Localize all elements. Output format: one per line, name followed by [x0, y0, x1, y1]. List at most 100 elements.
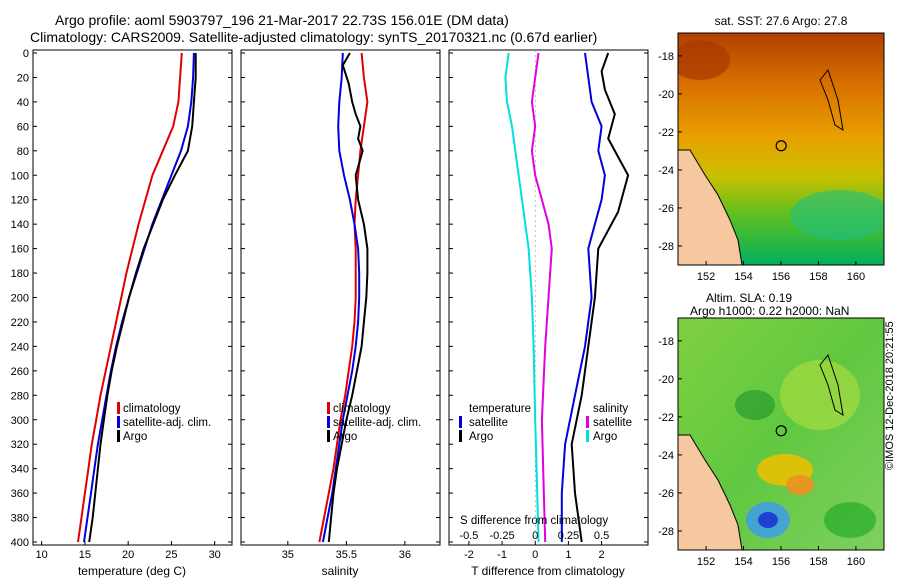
legend-t-satellite: satellite: [469, 417, 508, 429]
series-line-satellite-adj-clim-: [321, 52, 361, 543]
t-difference-xlabel: T difference from climatology: [471, 564, 625, 578]
legend-swatch-argo: [117, 430, 120, 442]
sla-reef-outline: [819, 353, 844, 417]
sla-map-title-line2: Argo h1000: 0.22 h2000: NaN: [690, 304, 849, 318]
map-x-tick-label: 158: [809, 556, 827, 568]
map-y-tick-label: -22: [658, 127, 674, 139]
map-y-tick-label: -22: [658, 412, 674, 424]
depth-tick-label: 300: [11, 415, 29, 427]
sst-reef-outline: [819, 68, 844, 132]
copyright-label: ©IMOS 12-Dec-2018 20:21:55: [884, 321, 896, 470]
legend-climatology-2: climatology: [333, 403, 391, 415]
legend-t-argo: Argo: [469, 431, 493, 443]
legend-satellite-adj-2: satellite-adj. clim.: [333, 417, 421, 429]
legend-argo: Argo: [123, 431, 147, 443]
series-line-t-diff-satellite: [560, 52, 606, 542]
map-y-tick-label: -28: [658, 526, 674, 538]
series-line-climatology: [77, 52, 183, 543]
sla-low-patch: [735, 390, 775, 420]
depth-tick-label: 140: [11, 219, 29, 231]
difference-legend-left: temperature satellite Argo: [459, 403, 531, 443]
depth-tick-label: 180: [11, 268, 29, 280]
sla-high-core: [786, 475, 814, 495]
legend-temperature: temperature: [469, 403, 531, 415]
temperature-panel: 0 20 40 60 80 100 120 140 160 180 200 220 240 260 280 3…: [11, 48, 233, 578]
map-y-tick-label: -20: [658, 374, 674, 386]
sla-very-low-core: [758, 512, 778, 528]
series-line-t-diff-argo: [570, 52, 630, 543]
map-x-tick-label: 154: [734, 271, 752, 283]
depth-tick-label: 320: [11, 439, 29, 451]
sla-mid-patch: [780, 360, 860, 430]
x-tick-label: 25: [165, 549, 177, 561]
legend-satellite-adj: satellite-adj. clim.: [123, 417, 211, 429]
series-line-t-diff-satellite-clim: [530, 52, 553, 543]
temperature-legend: climatology satellite-adj. clim. Argo: [117, 402, 211, 443]
x-tick-label: 10: [36, 549, 48, 561]
sst-cool-patch: [790, 190, 884, 240]
x-tick-label: 35: [282, 549, 294, 561]
x-tick-label: 30: [209, 549, 221, 561]
sst-argo-marker: [775, 140, 787, 152]
depth-tick-label: 360: [11, 488, 29, 500]
s-diff-tick-label: 0.5: [594, 530, 609, 542]
depth-tick-label: 280: [11, 390, 29, 402]
s-difference-xlabel: S difference from climatology: [460, 515, 608, 527]
depth-tick-label: 60: [17, 121, 29, 133]
depth-tick-label: 260: [11, 366, 29, 378]
map-y-tick-label: -26: [658, 488, 674, 500]
depth-tick-label: 220: [11, 317, 29, 329]
salinity-panel: 35 35.5 36 salinity climatology satellite-…: [240, 49, 441, 578]
sst-map: sat. SST: 27.6 Argo: 27.8 -18 -20 -22 -24 -2…: [658, 14, 885, 283]
map-y-tick-label: -26: [658, 203, 674, 215]
legend-swatch-t-satellite: [459, 416, 462, 428]
map-x-tick-label: 156: [772, 271, 790, 283]
depth-tick-label: 100: [11, 170, 29, 182]
legend-s-argo: Argo: [593, 431, 617, 443]
depth-tick-label: 80: [17, 146, 29, 158]
salinity-xlabel: salinity: [322, 564, 359, 578]
map-y-tick-label: -24: [658, 450, 674, 462]
temperature-plot-frame: [32, 49, 233, 546]
depth-tick-label: 240: [11, 341, 29, 353]
map-x-tick-label: 152: [697, 271, 715, 283]
sla-map-title-line1: Altim. SLA: 0.19: [706, 291, 792, 305]
depth-tick-label: 400: [11, 537, 29, 549]
sst-land: [678, 149, 743, 265]
series-line-climatology: [318, 52, 369, 543]
depth-tick-label: 0: [23, 48, 29, 60]
s-diff-tick-label: -0.25: [490, 530, 515, 542]
sla-argo-marker: [775, 425, 787, 437]
x-tick-label: 2: [599, 549, 605, 561]
depth-tick-label: 160: [11, 244, 29, 256]
map-x-tick-label: 156: [772, 556, 790, 568]
depth-tick-label: 20: [17, 72, 29, 84]
legend-swatch-satellite-adj-2: [327, 416, 330, 428]
map-x-tick-label: 160: [847, 271, 865, 283]
map-y-tick-label: -24: [658, 165, 674, 177]
difference-panel: -2 -1 0 1 2 -0.5 -0.25 0 0.25 0.5 T difference fr…: [448, 49, 649, 578]
legend-swatch-s-argo: [586, 430, 589, 442]
map-y-tick-label: -18: [658, 51, 674, 63]
series-line-s-diff-satellite: [504, 52, 540, 543]
salinity-plot-frame: [240, 49, 441, 546]
legend-swatch-satellite-adj: [117, 416, 120, 428]
temperature-xlabel: temperature (deg C): [78, 564, 186, 578]
s-diff-tick-label: 0: [532, 530, 538, 542]
depth-tick-label: 340: [11, 464, 29, 476]
x-tick-label: 35.5: [336, 549, 357, 561]
map-y-tick-label: -28: [658, 241, 674, 253]
map-x-tick-label: 158: [809, 271, 827, 283]
depth-tick-label: 380: [11, 513, 29, 525]
x-tick-label: 1: [565, 549, 571, 561]
figure-title-line2: Climatology: CARS2009. Satellite-adjuste…: [30, 29, 597, 45]
difference-legend-right: salinity satellite Argo: [586, 403, 632, 443]
series-line-argo: [88, 53, 197, 543]
legend-s-satellite: satellite: [593, 417, 632, 429]
legend-swatch-argo-2: [327, 430, 330, 442]
legend-swatch-s-satellite: [586, 416, 589, 428]
x-tick-label: 15: [79, 549, 91, 561]
x-tick-label: 0: [532, 549, 538, 561]
s-diff-tick-label: -0.5: [459, 530, 478, 542]
